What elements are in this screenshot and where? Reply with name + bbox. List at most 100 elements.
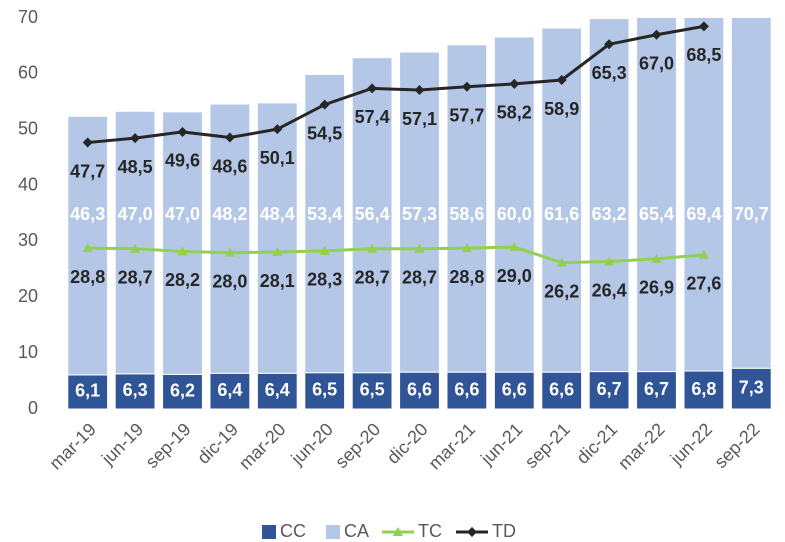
data-label: 7,3 [739,377,764,397]
marker [224,132,235,143]
bar-segment [304,372,346,410]
data-label: 6,7 [597,379,622,399]
bar-segment [493,371,535,410]
bar-segment [730,18,772,369]
data-label: 6,6 [549,379,574,399]
data-label: 28,2 [165,270,200,290]
legend-label: CA [344,521,369,541]
data-label: 28,1 [260,271,295,291]
bar-segment [399,371,440,410]
x-tick-label: mar-21 [425,419,479,473]
bar-segment [114,110,156,375]
data-label: 57,7 [449,105,484,125]
x-tick-label: jun-19 [97,419,147,469]
data-label: 28,7 [402,267,437,287]
data-label: 28,8 [70,267,105,287]
data-label: 47,0 [118,204,153,224]
bar-segment [446,44,488,373]
data-label: 26,4 [592,280,627,300]
line [87,245,705,265]
data-label: 28,3 [307,270,342,290]
marker [651,253,662,263]
data-label: 65,4 [639,204,674,224]
x-tick-label: sep-19 [142,419,195,472]
x-tick-label: sep-20 [331,419,384,472]
marker [604,256,615,266]
marker [82,243,93,253]
marker [130,133,141,144]
data-label: 49,6 [165,151,200,171]
y-tick-label: 70 [18,7,38,27]
bar-segment [730,367,772,410]
marker [461,81,472,92]
data-label: 65,3 [592,63,627,83]
data-label: 70,7 [734,204,769,224]
bar-segment [114,373,156,410]
legend-swatch [326,525,340,539]
x-tick-label: jun-21 [476,419,526,469]
marker [509,242,520,252]
data-label: 28,0 [212,271,247,291]
data-label: 50,1 [260,148,295,168]
bar-segment [67,374,109,410]
bar-segment [446,371,488,410]
data-label: 28,7 [118,267,153,287]
data-label: 56,4 [355,204,390,224]
y-tick-label: 0 [28,398,38,418]
bar-segment [351,57,393,374]
marker [367,243,378,253]
x-tick-label: jun-22 [666,419,716,469]
data-label: 69,4 [686,204,721,224]
data-label: 63,2 [592,204,627,224]
marker [414,243,425,253]
bar-segment [541,27,583,373]
data-label: 27,6 [686,274,721,294]
marker [319,99,330,110]
data-label: 48,4 [260,204,295,224]
bar-segment [256,372,298,410]
y-tick-label: 20 [18,286,38,306]
data-label: 6,4 [265,380,290,400]
marker [224,247,235,257]
x-tick-label: dic-20 [383,419,432,468]
data-label: 53,4 [307,204,342,224]
data-label: 6,6 [454,379,479,399]
marker [130,243,141,253]
data-label: 6,5 [360,380,385,400]
marker [461,243,472,253]
data-label: 28,7 [355,267,390,287]
y-tick-label: 50 [18,118,38,138]
data-label: 6,1 [75,381,100,401]
y-tick-label: 40 [18,174,38,194]
data-label: 6,2 [170,380,195,400]
marker [177,246,188,256]
legend-swatch [393,527,403,536]
legend-label: CC [280,521,306,541]
data-label: 6,7 [644,379,669,399]
marker [698,21,709,32]
marker [82,137,93,148]
x-tick-label: dic-19 [193,419,242,468]
data-label: 61,6 [544,204,579,224]
bar-segment [541,371,583,410]
bar-segment [588,18,630,373]
bar-segment [399,51,440,373]
bar-segment [256,102,298,374]
data-label: 6,6 [502,379,527,399]
data-label: 26,2 [544,281,579,301]
x-tick-label: sep-21 [521,419,574,472]
x-tick-label: mar-22 [614,419,668,473]
bar-segment [636,371,677,410]
data-label: 48,5 [118,157,153,177]
bar-segment [683,18,725,372]
x-tick-label: mar-20 [235,419,289,473]
data-label: 60,0 [497,204,532,224]
marker [509,78,520,89]
bar-segment [304,73,346,374]
bar-segment [493,36,535,373]
marker [319,245,330,255]
marker [556,75,567,86]
bar-segment [636,18,677,373]
x-tick-label: dic-21 [572,419,621,468]
